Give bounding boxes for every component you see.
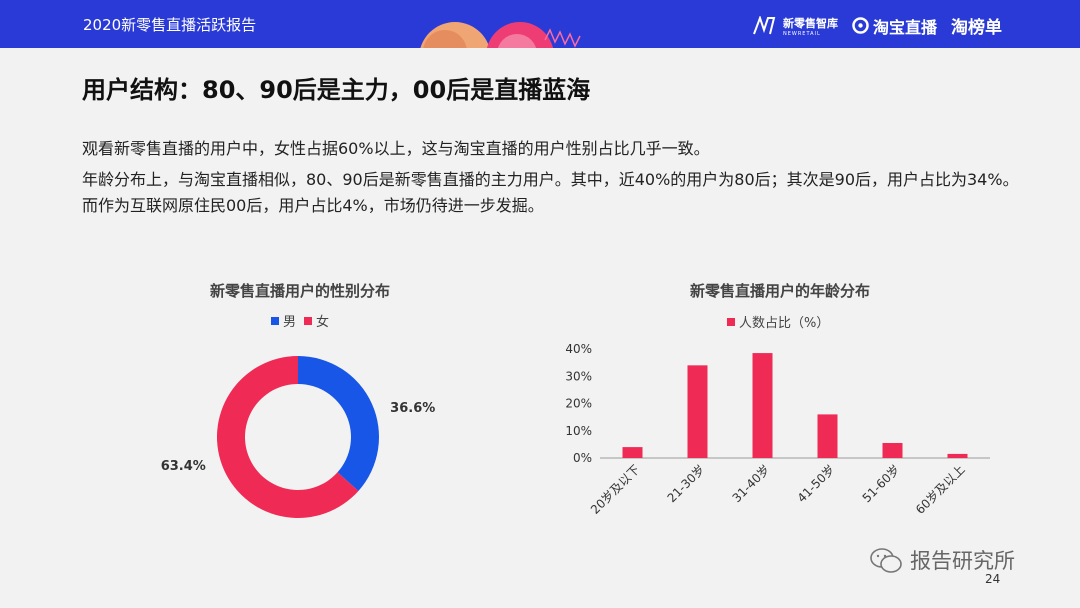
donut-label-0: 36.6% [390,401,435,416]
paragraph-1: 观看新零售直播的用户中，女性占据60%以上，这与淘宝直播的用户性别占比几乎一致。 [82,139,710,158]
donut-slice-0 [298,356,379,491]
legend-label-ratio: 人数占比（%） [739,316,830,331]
page-number: 24 [985,572,1001,586]
bar-5 [947,453,968,458]
donut-slice-1 [217,356,359,518]
age-chart-title: 新零售直播用户的年龄分布 [689,282,870,300]
legend-swatch-ratio [727,317,735,326]
paragraph-2: 年龄分布上，与淘宝直播相似，80、90后是新零售直播的主力用户。其中，近40%的… [82,170,1019,215]
x-tick-label: 60岁及以上 [912,462,967,517]
watermark-text: 报告研究所 [910,549,1015,573]
taobao-live-icon [852,17,869,34]
brand2-name: 淘宝直播 [872,17,937,37]
y-tick-label: 30% [565,369,592,383]
report-title: 2020新零售直播活跃报告 [83,16,257,34]
top-banner: 2020新零售直播活跃报告 新零售智库 NEWRETAIL 淘宝直播 淘榜单 [0,0,1080,48]
y-tick-label: 40% [565,342,592,356]
x-tick-label: 21-30岁 [664,462,708,506]
legend-swatch-female [304,316,313,325]
wechat-icon [870,548,902,573]
brand-logos: 新零售智库 NEWRETAIL 淘宝直播 淘榜单 [752,13,1002,38]
gender-legend: 男 女 [271,311,329,330]
newretail-logo: 新零售智库 NEWRETAIL [752,15,838,37]
banner-decoration [420,22,581,48]
donut-label-1: 63.4% [161,459,206,474]
x-tick-label: 31-40岁 [729,462,773,506]
legend-label-female: 女 [316,315,330,330]
y-tick-label: 0% [573,451,592,465]
age-legend: 人数占比（%） [727,312,829,331]
taobangdan-logo: 淘榜单 [951,18,1002,38]
gender-chart-title: 新零售直播用户的性别分布 [209,282,390,300]
legend-swatch-male [271,316,279,325]
x-tick-label: 51-60岁 [859,462,903,506]
bar-2 [752,353,773,458]
bar-0 [622,447,643,458]
bar-1 [687,365,708,458]
y-tick-label: 20% [565,397,592,411]
legend-label-male: 男 [283,315,297,330]
bar-4 [882,443,903,458]
taobao-live-logo: 淘宝直播 [852,14,937,38]
watermark: 报告研究所 [868,545,1015,575]
page-heading: 用户结构：80、90后是主力，00后是直播蓝海 [82,76,591,104]
brand1-name: 新零售智库 [782,16,838,30]
age-bar-chart: 0% 10% 20% 30% 40% 20岁及以下 21-30岁 31-40岁 41-50岁 51… [565,342,990,517]
y-tick-label: 10% [565,424,592,438]
bar-3 [817,414,838,458]
brand1-sub: NEWRETAIL [782,30,821,37]
gender-donut-chart: 36.6% 63.4% [161,356,435,518]
nr-logo-icon [753,15,776,34]
x-tick-label: 20岁及以下 [587,462,642,517]
x-tick-label: 41-50岁 [794,462,838,506]
